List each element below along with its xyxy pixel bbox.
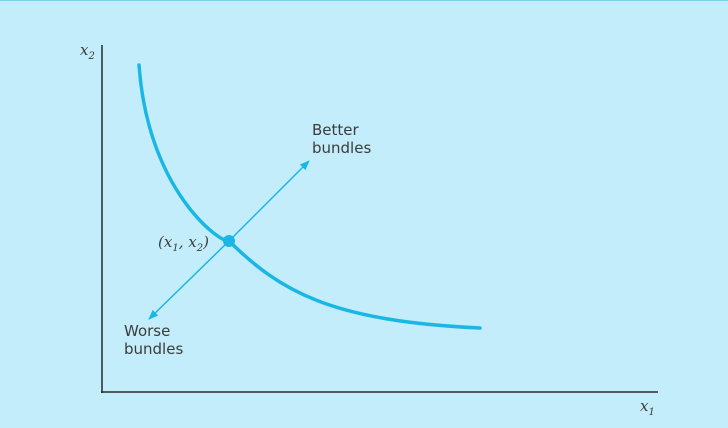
y-axis-label: x2 (80, 41, 95, 62)
better-bundles-label-line1: Better (312, 121, 360, 139)
x-axis-label: x1 (640, 397, 655, 418)
better-bundles-label-line2: bundles (312, 139, 371, 157)
worse-bundles-arrow (148, 240, 230, 320)
worse-bundles-label-line2: bundles (124, 340, 183, 358)
worse-bundles-label-line1: Worse (124, 322, 170, 340)
better-bundles-arrow (228, 160, 310, 242)
bundle-point (223, 235, 235, 247)
bundle-point-label: (x1, x2) (158, 233, 209, 254)
